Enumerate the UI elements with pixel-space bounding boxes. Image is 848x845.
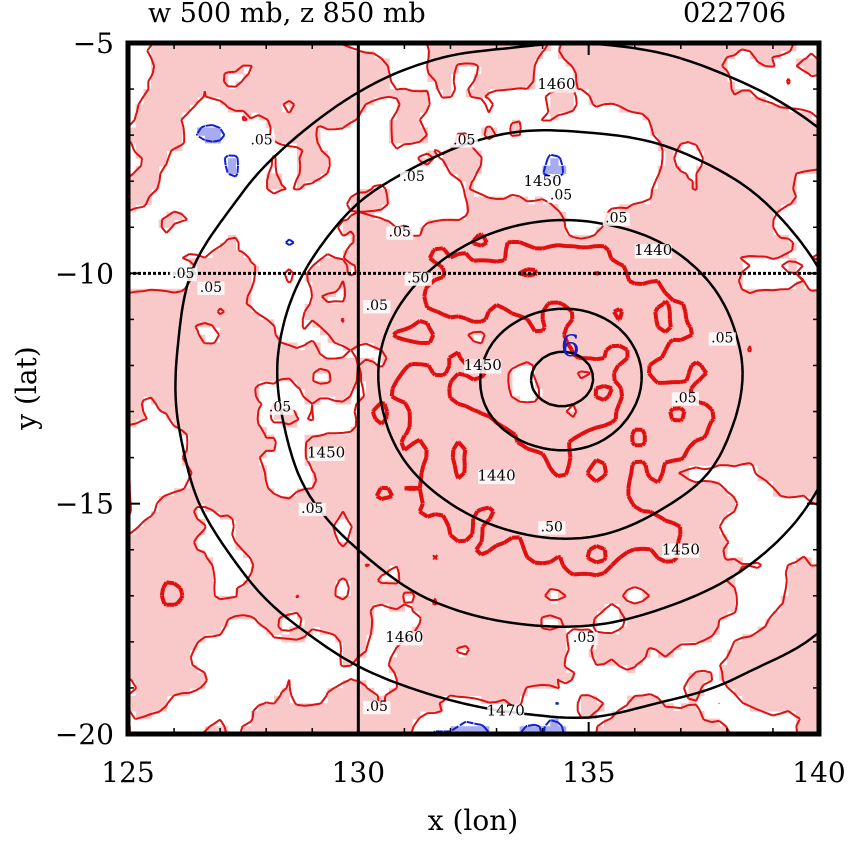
w-label-8-background [363,300,391,314]
w-label-1-background [400,171,428,185]
w-label-12: .05 [674,390,696,406]
w-label-11-background [298,502,326,517]
height-label-1460-0-background [537,78,575,93]
plot-frame [125,40,822,737]
w-label-8: .05 [366,298,388,314]
axes: 125 130 135 140 −5 −10 −15 −20 [55,27,846,789]
height-label-1450-3: 1450 [307,444,345,462]
height-label-1460-1-background [385,631,423,646]
height-label-1460-0: 1460 [537,75,575,93]
height-label-1470-0-background [487,704,525,720]
w-contour-neg-0-05 [149,124,565,734]
w-label-10: .05 [269,400,291,416]
height-label-1450-2-background [464,359,502,374]
x-tick-label-140: 140 [792,756,845,789]
height-label-1450-2: 1450 [464,356,502,374]
contour-label-layer: 1440 1440 1450 1450 1450 1450 1460 1460 1470 .05.… [169,75,736,720]
x-tick-label-135: 135 [562,756,615,789]
height-label-1440-1-background [478,469,516,485]
height-label-1450-0-background [524,175,562,190]
x-tick-label-125: 125 [101,756,154,789]
w-label-14-background [363,700,391,715]
w-label-0: .05 [250,132,272,148]
height-label-1470-0: 1470 [487,702,525,720]
y-tick-label-0: −5 [73,27,114,60]
w-label-6: .05 [200,280,222,296]
w-label-12-background [671,392,699,406]
w-label-15-background [538,521,566,535]
w-contour-0-05 [128,43,819,734]
y-axis-label: y (lat) [10,346,43,430]
w-label-15: .50 [541,519,563,535]
height-label-1450-3-background [307,446,345,462]
w-label-3-background [547,189,575,203]
w-label-4: .05 [605,211,627,227]
plot-area: 1440 1440 1450 1450 1450 1450 1460 1460 1470 .05.… [128,43,819,734]
w-label-5-background [169,267,197,282]
w-label-2: .05 [453,132,475,148]
positive-w-shading [128,43,819,734]
w-label-16-background [404,272,432,286]
w-label-9-background [708,332,736,346]
w-label-1: .05 [402,169,424,185]
height-label-1440-1: 1440 [477,467,515,485]
w-shading-layer [128,43,819,734]
height-label-1450-1: 1450 [662,540,700,558]
vortex-center-marker: 6 [561,329,580,364]
w-label-5: .05 [172,266,194,282]
y-tick-label-1: −10 [55,257,114,290]
w-label-13: .05 [573,630,595,646]
w-label-3: .05 [550,188,572,204]
timestamp-label: 022706 [683,0,786,29]
height-label-1440-0-background [634,244,672,259]
x-tick-label-130: 130 [332,756,385,789]
w-label-0-background [248,134,276,148]
chart-title: w 500 mb, z 850 mb [148,0,426,29]
height-contour-1450 [377,218,744,540]
height-contour-inner [529,350,595,408]
w-label-7: .05 [389,224,411,240]
w-label-2-background [450,134,478,148]
w-label-4-background [602,212,630,226]
height-label-1460-1: 1460 [385,628,423,646]
height-label-1440-0: 1440 [634,241,672,259]
w-label-7-background [386,226,414,240]
w-label-10-background [266,401,294,415]
w-label-13-background [570,631,598,646]
w-label-6-background [197,281,225,295]
w-label-9: .05 [711,330,733,346]
reference-lines [128,43,819,734]
w-label-11: .05 [301,501,323,517]
w-contour-layer [128,43,819,734]
height-contour-layer [174,43,819,720]
y-tick-label-2: −15 [55,488,114,521]
w-label-16: .50 [407,271,429,287]
x-axis-label: x (lon) [428,804,518,837]
height-contour-1460 [275,129,819,628]
height-label-1450-0: 1450 [524,172,562,190]
height-label-1450-1-background [662,543,700,558]
y-tick-label-3: −20 [55,718,114,751]
w-label-14: .05 [366,699,388,715]
